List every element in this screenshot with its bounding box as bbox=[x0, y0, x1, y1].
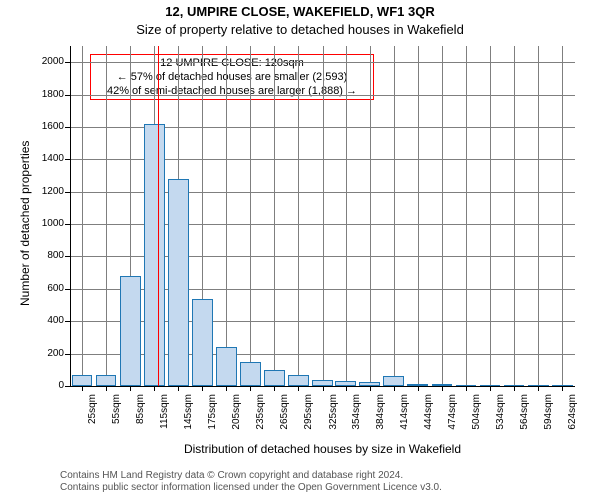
x-tick-label: 25sqm bbox=[87, 394, 98, 442]
x-gridline bbox=[466, 46, 467, 386]
y-tick-label: 400 bbox=[26, 315, 64, 326]
histogram-bar bbox=[312, 380, 333, 386]
x-tick-label: 175sqm bbox=[207, 394, 218, 442]
x-tick-label: 265sqm bbox=[279, 394, 290, 442]
annotation-box: 12 UMPIRE CLOSE: 120sqm ← 57% of detache… bbox=[90, 54, 374, 100]
y-tick-label: 2000 bbox=[26, 56, 64, 67]
histogram-bar bbox=[96, 375, 117, 386]
x-tick-label: 325sqm bbox=[328, 394, 339, 442]
x-tick-label: 115sqm bbox=[159, 394, 170, 442]
histogram-bar bbox=[240, 362, 261, 386]
x-gridline bbox=[298, 46, 299, 386]
y-tick-label: 800 bbox=[26, 250, 64, 261]
x-tick-label: 444sqm bbox=[423, 394, 434, 442]
histogram-bar bbox=[120, 276, 141, 386]
histogram-bar bbox=[383, 376, 404, 386]
footer-attribution: Contains HM Land Registry data © Crown c… bbox=[60, 470, 442, 494]
x-gridline bbox=[106, 46, 107, 386]
reference-line bbox=[158, 46, 159, 386]
y-tick-label: 1200 bbox=[26, 186, 64, 197]
histogram-bar bbox=[264, 370, 285, 386]
x-gridline bbox=[82, 46, 83, 386]
x-gridline bbox=[274, 46, 275, 386]
x-gridline bbox=[346, 46, 347, 386]
x-gridline bbox=[490, 46, 491, 386]
y-tick-label: 200 bbox=[26, 348, 64, 359]
x-gridline bbox=[394, 46, 395, 386]
y-axis bbox=[70, 46, 71, 386]
x-gridline bbox=[370, 46, 371, 386]
histogram-bar bbox=[144, 124, 165, 386]
y-tick-label: 1600 bbox=[26, 121, 64, 132]
x-gridline bbox=[226, 46, 227, 386]
x-gridline bbox=[250, 46, 251, 386]
annotation-line-1: 12 UMPIRE CLOSE: 120sqm bbox=[95, 57, 369, 71]
x-gridline bbox=[538, 46, 539, 386]
x-tick-label: 235sqm bbox=[255, 394, 266, 442]
histogram-bar bbox=[288, 375, 309, 386]
footer-line-2: Contains public sector information licen… bbox=[60, 482, 442, 494]
x-gridline bbox=[562, 46, 563, 386]
x-tick-label: 594sqm bbox=[543, 394, 554, 442]
x-axis-label: Distribution of detached houses by size … bbox=[70, 442, 575, 456]
x-tick-label: 55sqm bbox=[111, 394, 122, 442]
x-tick-label: 534sqm bbox=[495, 394, 506, 442]
x-gridline bbox=[418, 46, 419, 386]
y-tick-label: 1400 bbox=[26, 153, 64, 164]
histogram-bar bbox=[168, 179, 189, 386]
x-tick-label: 564sqm bbox=[519, 394, 530, 442]
histogram-bar bbox=[72, 375, 93, 386]
y-tick-label: 0 bbox=[26, 380, 64, 391]
x-tick-label: 145sqm bbox=[183, 394, 194, 442]
x-axis bbox=[70, 386, 575, 387]
x-tick-label: 474sqm bbox=[447, 394, 458, 442]
x-gridline bbox=[323, 46, 324, 386]
annotation-line-2: ← 57% of detached houses are smaller (2,… bbox=[95, 71, 369, 85]
y-tick-label: 1800 bbox=[26, 89, 64, 100]
page-title: 12, UMPIRE CLOSE, WAKEFIELD, WF1 3QR bbox=[0, 4, 600, 19]
x-tick-label: 295sqm bbox=[303, 394, 314, 442]
annotation-line-3: 42% of semi-detached houses are larger (… bbox=[95, 85, 369, 99]
histogram-bar bbox=[192, 299, 213, 386]
x-tick-label: 624sqm bbox=[567, 394, 578, 442]
x-tick-label: 205sqm bbox=[231, 394, 242, 442]
x-tick-label: 384sqm bbox=[375, 394, 386, 442]
footer-line-1: Contains HM Land Registry data © Crown c… bbox=[60, 470, 442, 482]
histogram-bar bbox=[216, 347, 237, 386]
y-tick-label: 1000 bbox=[26, 218, 64, 229]
x-tick-label: 354sqm bbox=[351, 394, 362, 442]
x-gridline bbox=[442, 46, 443, 386]
page-subtitle: Size of property relative to detached ho… bbox=[0, 22, 600, 37]
x-tick-label: 504sqm bbox=[471, 394, 482, 442]
x-tick-label: 85sqm bbox=[135, 394, 146, 442]
x-tick-label: 414sqm bbox=[399, 394, 410, 442]
x-gridline bbox=[514, 46, 515, 386]
y-tick-label: 600 bbox=[26, 283, 64, 294]
